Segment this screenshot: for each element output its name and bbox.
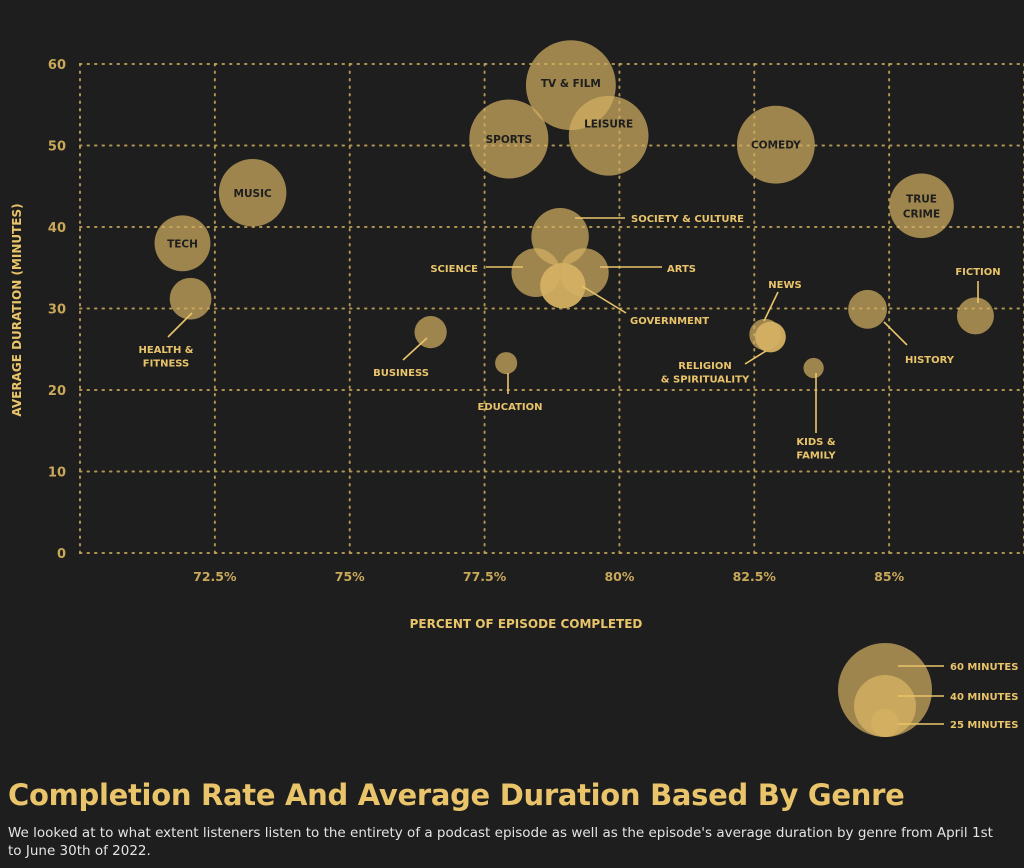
leader-line <box>167 312 193 338</box>
bubble-music <box>218 158 287 227</box>
bubble-label: LEISURE <box>584 119 633 131</box>
bubble-label: COMEDY <box>751 140 801 152</box>
y-tick-label: 30 <box>48 303 66 318</box>
bubble-label: FAMILY <box>796 451 836 462</box>
bubble-label: SOCIETY & CULTURE <box>631 214 744 225</box>
legend-label: 25 MINUTES <box>950 720 1018 731</box>
y-tick-label: 10 <box>48 466 66 481</box>
grid: 0 10 20 30 40 50 60 72.5% 75% 77.5% 80% 82.5% 85% <box>48 58 1024 584</box>
bubble-business <box>414 316 447 349</box>
bubble-label: SPORTS <box>486 134 533 146</box>
leader-line <box>744 350 767 365</box>
x-tick-label: 80% <box>604 569 634 584</box>
chart-title: Completion Rate And Average Duration Bas… <box>8 778 905 812</box>
axes: PERCENT OF EPISODE COMPLETED AVERAGE DUR… <box>10 203 642 631</box>
chart-subtitle: We looked at to what extent listeners li… <box>8 825 993 859</box>
bubble-chart: 0 10 20 30 40 50 60 72.5% 75% 77.5% 80% 82.5% 85% MU… <box>10 40 1024 737</box>
legend-circle <box>854 675 916 737</box>
bubble-label: SCIENCE <box>430 264 478 275</box>
bubble-religion-spirituality <box>755 321 786 353</box>
y-axis-label: AVERAGE DURATION (MINUTES) <box>10 203 24 416</box>
bubble-education <box>495 352 518 375</box>
bubble-label: NEWS <box>768 280 801 291</box>
bubble-label: TECH <box>167 238 198 250</box>
bubble-comedy <box>736 105 815 184</box>
bubble-label: KIDS & <box>796 437 835 448</box>
y-tick-label: 20 <box>48 384 66 399</box>
x-axis-label: PERCENT OF EPISODE COMPLETED <box>410 617 643 631</box>
bubble-labels: MUSIC TECH HEALTH & FITNESS BUSINESS EDUCATIO… <box>138 78 1000 461</box>
bubble-label: TRUE <box>906 193 937 205</box>
bubble-label: EDUCATION <box>478 402 543 413</box>
leader-line <box>581 285 627 314</box>
size-legend: 60 MINUTES 40 MINUTES 25 MINUTES <box>838 643 1018 737</box>
bubble-label: FICTION <box>955 267 1000 278</box>
bubbles <box>154 40 994 379</box>
y-tick-label: 0 <box>57 547 66 562</box>
bubble-label: BUSINESS <box>373 368 429 379</box>
legend-circle <box>871 709 899 737</box>
x-tick-label: 85% <box>874 569 904 584</box>
leader-line <box>883 321 908 346</box>
bubble-label: HISTORY <box>905 355 955 366</box>
bubble-leisure <box>568 95 649 176</box>
leader-line <box>402 337 428 361</box>
bubble-tech <box>154 215 211 272</box>
leader-line <box>763 291 779 322</box>
legend-label: 40 MINUTES <box>950 692 1018 703</box>
bubble-label: FITNESS <box>143 359 190 370</box>
bubble-history <box>848 289 888 329</box>
x-tick-label: 77.5% <box>463 569 507 584</box>
bubble-sports <box>469 99 549 179</box>
y-tick-label: 60 <box>48 58 66 73</box>
bubble-fiction <box>956 297 994 335</box>
legend-label: 60 MINUTES <box>950 662 1018 673</box>
bubble-label: HEALTH & <box>138 345 193 356</box>
x-tick-label: 75% <box>335 569 365 584</box>
bubble-label: & SPIRITUALITY <box>661 375 750 386</box>
x-tick-label: 72.5% <box>193 569 237 584</box>
y-tick-label: 40 <box>48 221 66 236</box>
bubble-label: MUSIC <box>234 188 272 200</box>
bubble-label: CRIME <box>903 208 940 220</box>
bubble-label: GOVERNMENT <box>630 316 709 327</box>
bubble-label: RELIGION <box>678 361 731 372</box>
bubble-true-crime <box>889 173 954 239</box>
bubble-kids-family <box>803 357 824 379</box>
bubble-government <box>540 263 586 309</box>
x-tick-label: 82.5% <box>733 569 777 584</box>
bubble-label: ARTS <box>667 264 696 275</box>
y-tick-label: 50 <box>48 140 66 155</box>
bubble-label: TV & FILM <box>541 78 601 90</box>
bubble-health-fitness <box>169 277 212 320</box>
